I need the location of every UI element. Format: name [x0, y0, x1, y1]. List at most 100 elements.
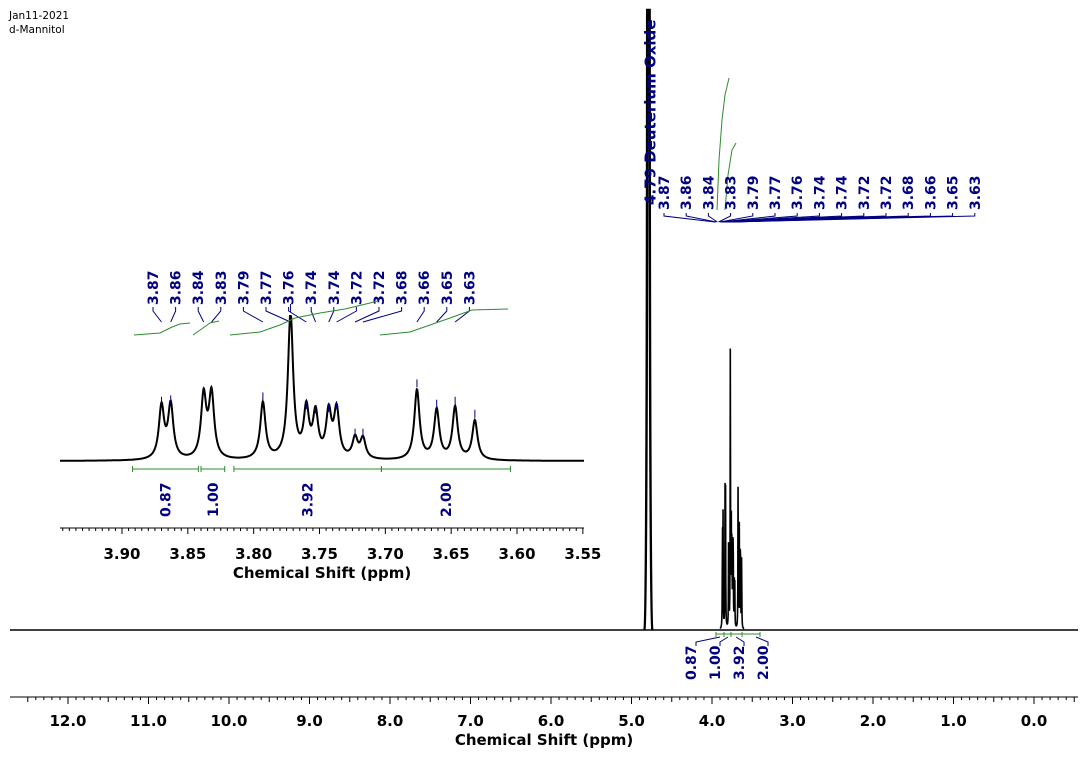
inset-peak-leader — [152, 307, 162, 323]
main-x-label: Chemical Shift (ppm) — [455, 731, 633, 749]
inset-peak-label: 3.79 — [236, 270, 252, 305]
main-peak-label: 3.74 — [812, 175, 828, 210]
main-peak-label: 3.66 — [923, 175, 939, 210]
main-integral-label: 2.00 — [756, 645, 772, 680]
inset-x-axis: 3.90 3.85 3.80 3.75 3.70 3.65 3.60 3.55 Chemical… — [60, 527, 601, 582]
inset-spectrum-line — [60, 315, 584, 462]
inset-peak-leader — [454, 307, 470, 323]
inset-peak-leader — [436, 307, 448, 323]
experiment-date: Jan11-2021 — [9, 10, 70, 22]
main-integral-leader — [755, 636, 769, 646]
inset-peak-label: 3.63 — [462, 270, 478, 305]
inset-peak-leader — [354, 307, 380, 323]
inset-integrals: 0.87 1.00 3.92 2.00 — [132, 300, 511, 517]
main-integral-leader — [695, 636, 721, 646]
inset-peak-label: 3.83 — [214, 270, 230, 305]
inset-x-label: Chemical Shift (ppm) — [233, 564, 411, 582]
inset-tick-label: 3.70 — [367, 545, 404, 563]
inset-peak-label: 3.68 — [395, 270, 411, 305]
inset-peak-leader — [336, 307, 357, 323]
inset-tick-label: 3.60 — [499, 545, 536, 563]
main-peak-label: 3.72 — [879, 175, 895, 210]
main-tick-label: 12.0 — [49, 712, 86, 730]
inset-peak-leader — [265, 307, 291, 323]
main-peak-leader — [722, 213, 798, 223]
inset-peak-label: 3.74 — [327, 270, 343, 305]
main-peak-leader — [720, 213, 776, 223]
inset-integral-label: 1.00 — [206, 482, 222, 517]
solvent-peak-label: 4.79 Deuterium Oxide — [641, 20, 659, 205]
main-peak-label: 3.87 — [657, 175, 673, 210]
main-tick-label: 5.0 — [618, 712, 645, 730]
inset-peak-leader — [242, 307, 264, 323]
main-peak-leader — [731, 213, 976, 223]
inset-peak-leader — [211, 307, 222, 323]
inset-peak-label: 3.66 — [417, 270, 433, 305]
inset-peak-leader — [362, 307, 403, 323]
main-spectrum — [10, 8, 1078, 631]
main-peak-label: 3.76 — [790, 175, 806, 210]
main-tick-label: 11.0 — [130, 712, 167, 730]
main-peak-label: 3.63 — [968, 175, 984, 210]
inset-spectrum — [60, 304, 584, 462]
inset-tick-label: 3.65 — [433, 545, 470, 563]
main-tick-label: 8.0 — [377, 712, 404, 730]
main-integral-label: 3.92 — [732, 645, 748, 680]
inset-tick-label: 3.85 — [169, 545, 206, 563]
main-tick-label: 10.0 — [210, 712, 247, 730]
main-tick-label: 4.0 — [699, 712, 726, 730]
main-tick-label: 2.0 — [860, 712, 887, 730]
main-integral-leader — [735, 636, 745, 646]
main-integral-curve — [724, 142, 737, 211]
inset-integral-label: 2.00 — [439, 482, 455, 517]
main-tick-label: 3.0 — [779, 712, 806, 730]
main-x-axis: 12.0 11.0 10.0 9.0 8.0 7.0 6.0 5.0 4.0 3.0 2.0 1.0 0… — [10, 696, 1078, 749]
inset-peak-leader — [288, 307, 307, 323]
inset-peak-label: 3.87 — [146, 270, 162, 305]
inset-peak-labels: 3.87 3.86 3.84 3.83 3.79 3.77 3.76 3.74 3.74 3.72… — [146, 270, 478, 323]
inset-tick-label: 3.90 — [103, 545, 140, 563]
main-integral-label: 0.87 — [684, 645, 700, 680]
inset-integral-curve — [379, 308, 509, 336]
main-tick-label: 6.0 — [538, 712, 565, 730]
main-multiplet-cluster — [719, 348, 745, 630]
main-peak-label: 3.65 — [946, 175, 962, 210]
inset-peak-label: 3.86 — [169, 270, 185, 305]
main-peak-label: 3.77 — [768, 175, 784, 210]
main-peak-leader — [685, 213, 717, 223]
main-integral-labels: 0.87 1.00 3.92 2.00 — [684, 632, 772, 680]
inset-peak-leader — [170, 307, 177, 323]
inset-peak-label: 3.77 — [259, 270, 275, 305]
main-tick-label: 0.0 — [1021, 712, 1048, 730]
inset-peak-label: 3.72 — [349, 270, 365, 305]
main-peak-leader — [663, 213, 716, 223]
main-peak-leader — [707, 213, 718, 223]
main-integral-curve — [716, 77, 730, 211]
main-integral-label: 1.00 — [708, 645, 724, 680]
main-tick-label: 9.0 — [296, 712, 323, 730]
inset-peak-leader — [197, 307, 205, 323]
main-peak-label: 3.83 — [724, 175, 740, 210]
inset-integral-curve — [133, 322, 191, 336]
solvent-peak — [643, 8, 654, 631]
inset-tick-label: 3.80 — [235, 545, 272, 563]
main-peak-label: 3.86 — [679, 175, 695, 210]
main-peak-label: 3.84 — [701, 175, 717, 210]
inset-peak-leader — [310, 307, 317, 323]
main-peak-label: 3.79 — [746, 175, 762, 210]
main-peak-leader — [718, 213, 732, 223]
inset-peak-label: 3.65 — [440, 270, 456, 305]
inset-integral-curve — [229, 300, 378, 336]
inset-peak-label: 3.74 — [304, 270, 320, 305]
inset-integral-curve — [192, 320, 220, 336]
main-integral-leader — [719, 636, 729, 646]
main-peak-label: 3.72 — [857, 175, 873, 210]
sample-name: d-Mannitol — [9, 24, 65, 36]
main-peak-label: 3.74 — [835, 175, 851, 210]
inset-tick-label: 3.75 — [301, 545, 338, 563]
inset-peak-label: 3.76 — [282, 270, 298, 305]
inset-peak-label: 3.72 — [372, 270, 388, 305]
main-integral-curves — [716, 77, 737, 211]
